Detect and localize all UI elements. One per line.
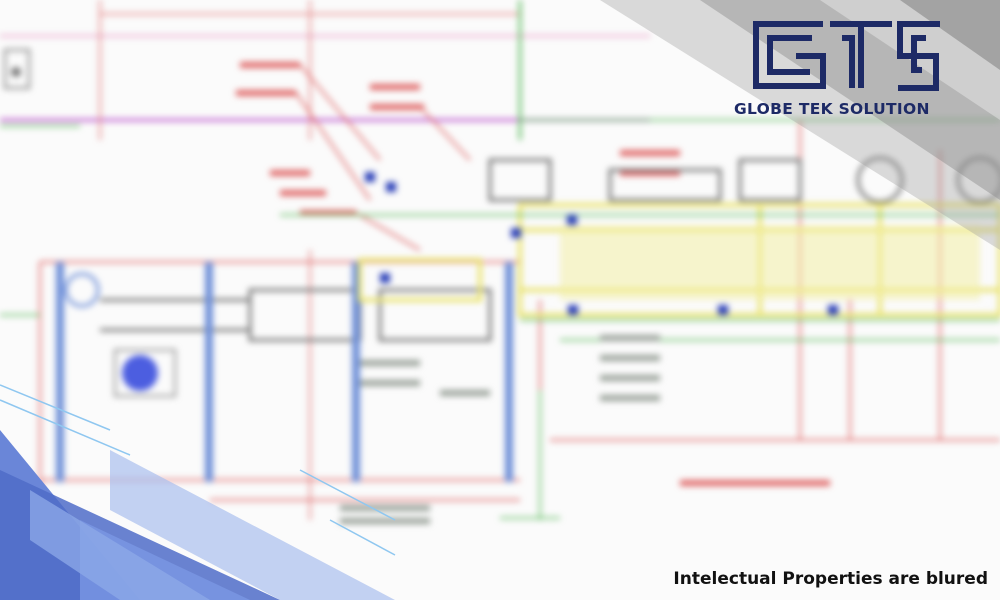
- brand-name: GLOBE TEK SOLUTION: [734, 100, 930, 118]
- drawing-layer: [0, 0, 1000, 524]
- blur-notice-caption: Intelectual Properties are blured: [673, 569, 988, 589]
- corner-panels-bottom-left: [0, 384, 396, 600]
- corner-streaks-top-right: [600, 0, 1000, 250]
- brand-logo: [753, 21, 940, 91]
